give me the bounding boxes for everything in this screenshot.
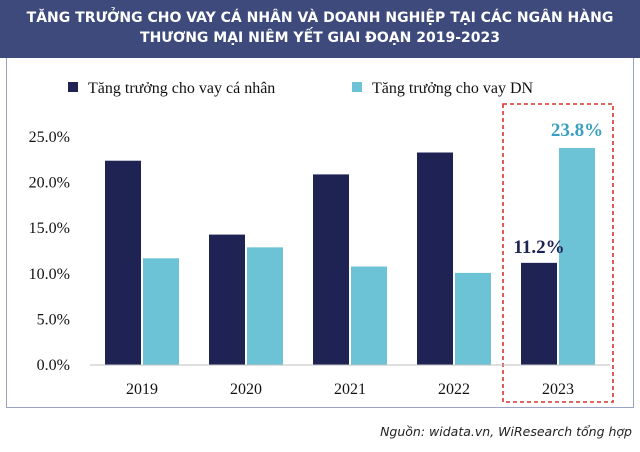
x-axis: 2019 2020 2021 2022 2023 — [90, 364, 610, 398]
y-axis: 0.0% 5.0% 10.0% 15.0% 20.0% 25.0% — [29, 129, 70, 374]
x-tick-label: 2023 — [542, 381, 574, 398]
legend: Tăng trưởng cho vay cá nhân Tăng trưởng … — [68, 80, 534, 97]
bar-personal-2023 — [521, 262, 557, 365]
bar-business-2019 — [143, 258, 179, 365]
legend-swatch-business — [352, 82, 362, 92]
y-tick-label: 25.0% — [29, 129, 70, 146]
chart-title: TĂNG TRƯỞNG CHO VAY CÁ NHÂN VÀ DOANH NGH… — [0, 0, 640, 58]
bar-personal-2020 — [209, 234, 245, 365]
legend-label-personal: Tăng trưởng cho vay cá nhân — [88, 80, 275, 97]
bar-business-2021 — [351, 266, 387, 365]
y-tick-label: 15.0% — [29, 220, 70, 237]
y-tick-label: 20.0% — [29, 175, 70, 192]
data-labels: 11.2% 23.8% — [513, 120, 603, 258]
data-label-business-2023: 23.8% — [551, 120, 603, 141]
bar-business-2023 — [559, 147, 595, 365]
title-line-2: THƯƠNG MẠI NIÊM YẾT GIAI ĐOẠN 2019-2023 — [140, 30, 500, 46]
x-tick-label: 2022 — [438, 381, 470, 398]
legend-swatch-personal — [68, 82, 78, 92]
y-tick-label: 10.0% — [29, 266, 70, 283]
x-tick-label: 2020 — [230, 381, 262, 398]
x-tick-label: 2021 — [334, 381, 366, 398]
bar-business-2020 — [247, 247, 283, 365]
bar-personal-2022 — [417, 152, 453, 365]
title-line-1: TĂNG TRƯỞNG CHO VAY CÁ NHÂN VÀ DOANH NGH… — [26, 10, 614, 26]
source-note: Nguồn: widata.vn, WiResearch tổng hợp — [380, 424, 632, 439]
y-tick-label: 5.0% — [37, 311, 70, 328]
y-tick-label: 0.0% — [37, 357, 70, 374]
x-tick-label: 2019 — [126, 381, 158, 398]
bar-personal-2021 — [313, 174, 349, 365]
bar-business-2022 — [455, 272, 491, 365]
highlight-box-2023 — [502, 103, 614, 403]
bars — [105, 103, 614, 403]
legend-label-business: Tăng trưởng cho vay DN — [372, 80, 534, 97]
data-label-personal-2023: 11.2% — [513, 237, 564, 258]
bar-personal-2019 — [105, 160, 141, 365]
